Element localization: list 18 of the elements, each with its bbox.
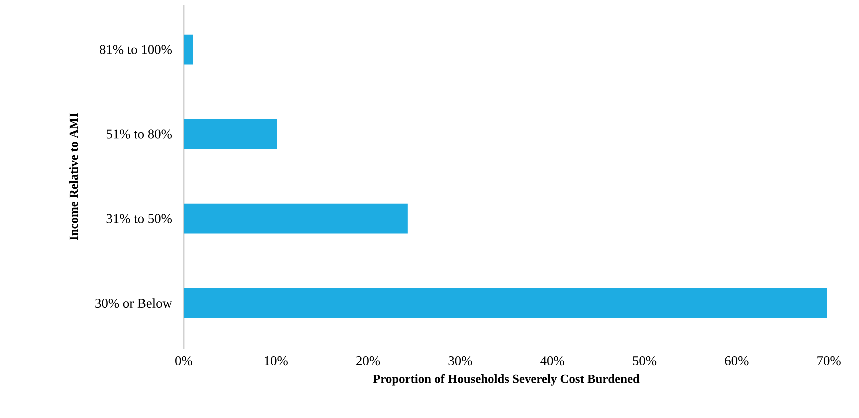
bar [184,119,278,150]
bar [184,204,408,234]
x-tick-label: 20% [356,356,380,366]
y-tick-label: 31% to 50% [106,214,172,224]
x-tick-label: 70% [818,356,841,366]
x-tick-label: 10% [265,356,288,366]
bar [184,34,194,65]
x-tick-label: 30% [448,356,472,366]
y-tick-label: 81% to 100% [100,45,172,54]
y-tick-label: 30% or Below [96,298,172,308]
bar [184,288,828,318]
y-axis-title: Income Relative to AMI [69,114,78,241]
y-tick-label: 51% to 80% [106,130,172,139]
x-tick-label: 50% [633,356,657,366]
x-tick-label: 60% [725,356,749,366]
x-tick-label: 40% [540,356,564,366]
x-axis-title: Proportion of Households Severely Cost Burdened [373,374,640,386]
x-tick-label: 0% [176,356,192,366]
